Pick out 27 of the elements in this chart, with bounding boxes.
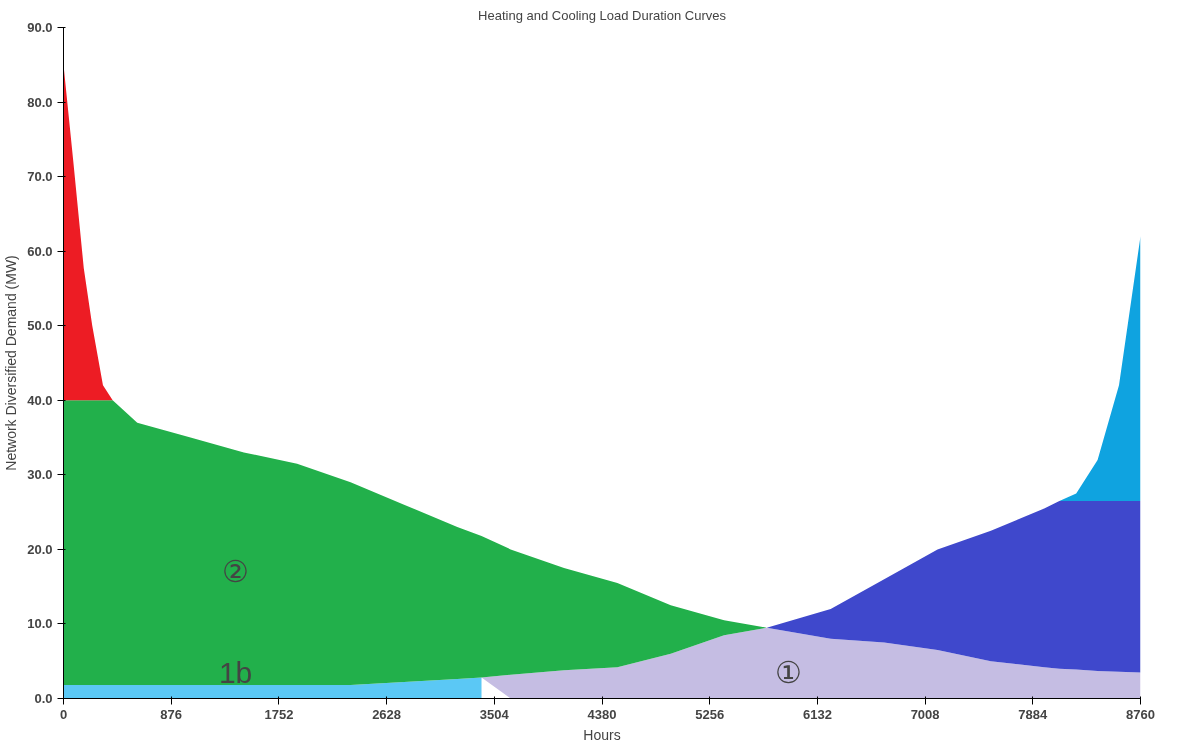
x-tick-label: 4380 (587, 706, 617, 722)
x-tick-label: 8760 (1126, 706, 1155, 722)
x-axis-title: Hours (583, 726, 621, 743)
x-tick-label: 6132 (802, 706, 832, 722)
x-tick-label: 876 (160, 706, 183, 722)
y-tick-label: 0.0 (34, 691, 53, 706)
y-tick-label: 30.0 (27, 467, 53, 483)
y-tick-label: 20.0 (27, 541, 53, 557)
x-tick-label: 7008 (910, 706, 940, 722)
annotation: ① (775, 655, 803, 689)
y-tick-label: 60.0 (27, 243, 53, 259)
y-tick-label: 90.0 (27, 20, 53, 35)
y-tick-label: 70.0 (27, 169, 53, 185)
x-tick-label: 5256 (695, 706, 725, 722)
x-tick-label: 2628 (372, 706, 402, 722)
y-tick-label: 10.0 (27, 616, 53, 632)
y-tick-label: 50.0 (27, 318, 53, 334)
y-tick-label: 40.0 (27, 392, 53, 408)
annotation: 1b (218, 655, 253, 689)
chart-title: Heating and Cooling Load Duration Curves (478, 7, 727, 23)
x-tick-label: 7884 (1018, 706, 1049, 722)
x-tick-label: 0 (59, 706, 68, 722)
y-axis-title: Network Diversified Demand (MW) (3, 255, 20, 471)
y-tick-label: 80.0 (27, 94, 53, 110)
x-tick-label: 3504 (479, 706, 510, 722)
x-tick-label: 1752 (264, 706, 294, 722)
annotation: ② (222, 555, 250, 589)
